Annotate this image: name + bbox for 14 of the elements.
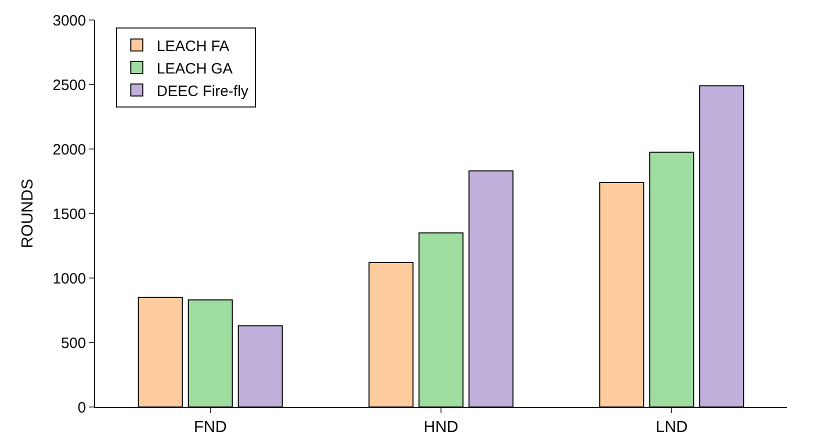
y-tick-label: 500 [60,334,86,352]
legend-label: DEEC Fire-fly [156,82,249,100]
y-tick-label: 2500 [52,76,86,94]
y-tick-label: 2000 [52,141,86,158]
y-tick-label: 0 [78,399,86,416]
legend-label: LEACH GA [156,60,233,78]
x-tick-label: HND [424,419,458,436]
x-tick-label: LND [656,419,688,436]
y-axis-title: ROUNDS [20,178,37,248]
y-tick-label: 3000 [52,12,86,30]
y-tick-label: 1000 [52,270,86,288]
x-tick-label: FND [194,419,227,436]
y-tick-label: 1500 [52,206,86,223]
legend-label: LEACH FA [156,38,230,55]
